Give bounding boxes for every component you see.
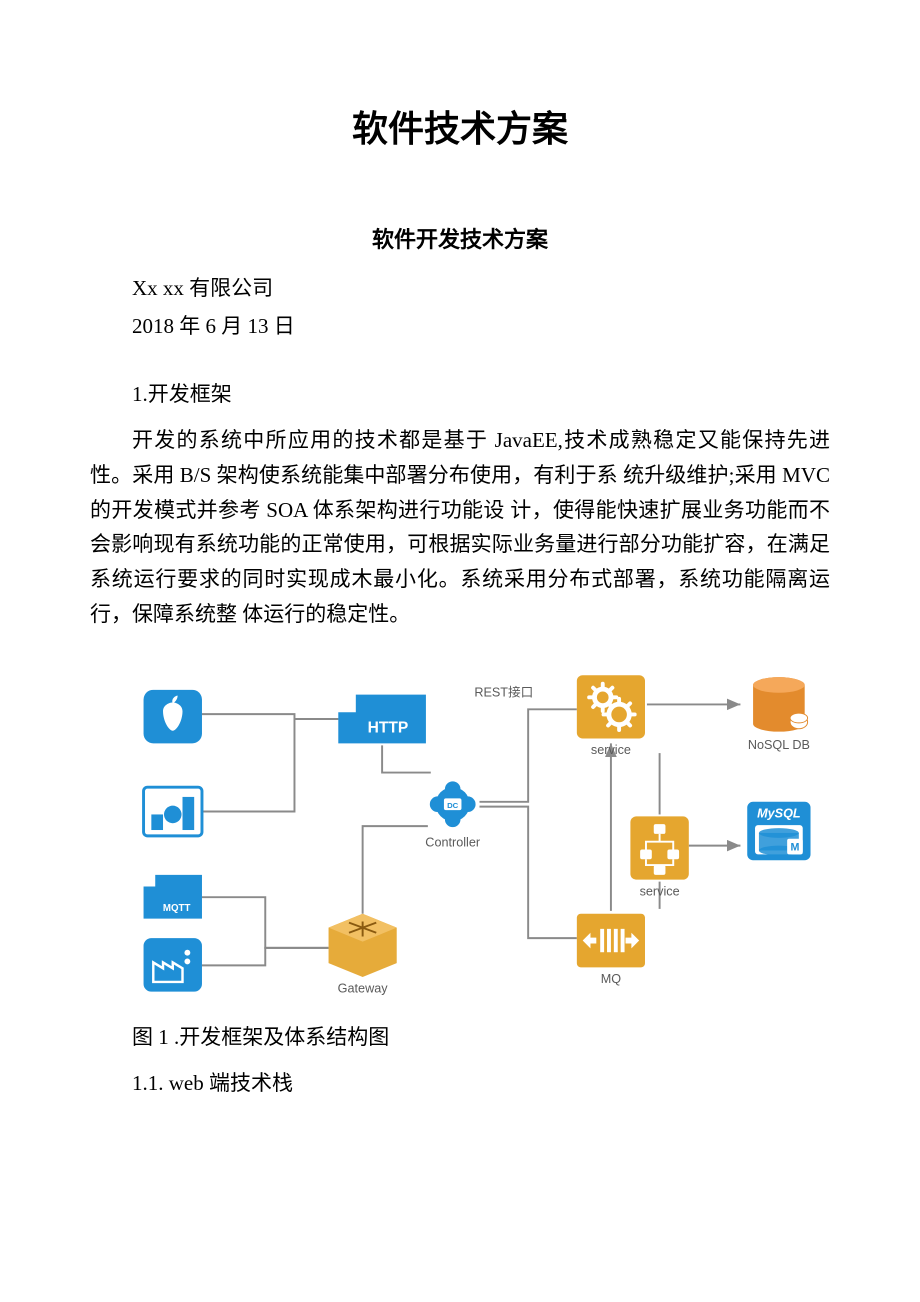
node-service2: service: [630, 817, 688, 899]
svg-text:Gateway: Gateway: [338, 982, 389, 996]
node-service1: service: [577, 675, 645, 757]
node-factory: [144, 938, 202, 992]
node-nosql: NoSQL DB: [748, 677, 810, 752]
svg-text:MQ: MQ: [601, 972, 622, 986]
svg-text:M: M: [790, 842, 799, 854]
svg-text:service: service: [591, 743, 631, 757]
page-title: 软件技术方案: [90, 100, 830, 152]
svg-text:DC: DC: [447, 801, 459, 810]
svg-text:MySQL: MySQL: [757, 807, 801, 821]
node-controller: DC Controller: [425, 782, 480, 850]
svg-text:HTTP: HTTP: [368, 720, 409, 737]
company-line: Xx xx 有限公司: [90, 270, 830, 308]
page-subtitle: 软件开发技术方案: [90, 222, 830, 254]
figure-1-caption: 图 1 .开发框架及体系结构图: [90, 1019, 830, 1057]
node-mqtt: MQTT: [144, 875, 202, 919]
date-line: 2018 年 6 月 13 日: [90, 308, 830, 346]
node-http: HTTP: [338, 695, 426, 744]
svg-text:Controller: Controller: [425, 836, 480, 850]
node-apple: [144, 690, 202, 744]
section-1-1-heading: 1.1. web 端技术栈: [90, 1065, 830, 1103]
section-1-body: 开发的系统中所应用的技术都是基于 JavaEE,技术成熟稳定又能保持先进性。采用…: [90, 423, 830, 631]
node-gateway: Gateway: [329, 914, 397, 996]
node-rest: REST接口: [474, 685, 533, 700]
node-chart: [144, 787, 202, 836]
section-1-heading: 1.开发框架: [90, 376, 830, 414]
svg-text:NoSQL DB: NoSQL DB: [748, 738, 810, 752]
node-mq: MQ: [577, 914, 645, 986]
node-mysql: MySQL M: [747, 802, 810, 860]
svg-text:service: service: [640, 884, 680, 898]
svg-text:MQTT: MQTT: [163, 903, 191, 914]
svg-text:REST接口: REST接口: [474, 685, 533, 700]
architecture-diagram: HTTP REST接口 DC Controller MQTT Gateway service…: [90, 651, 830, 1011]
